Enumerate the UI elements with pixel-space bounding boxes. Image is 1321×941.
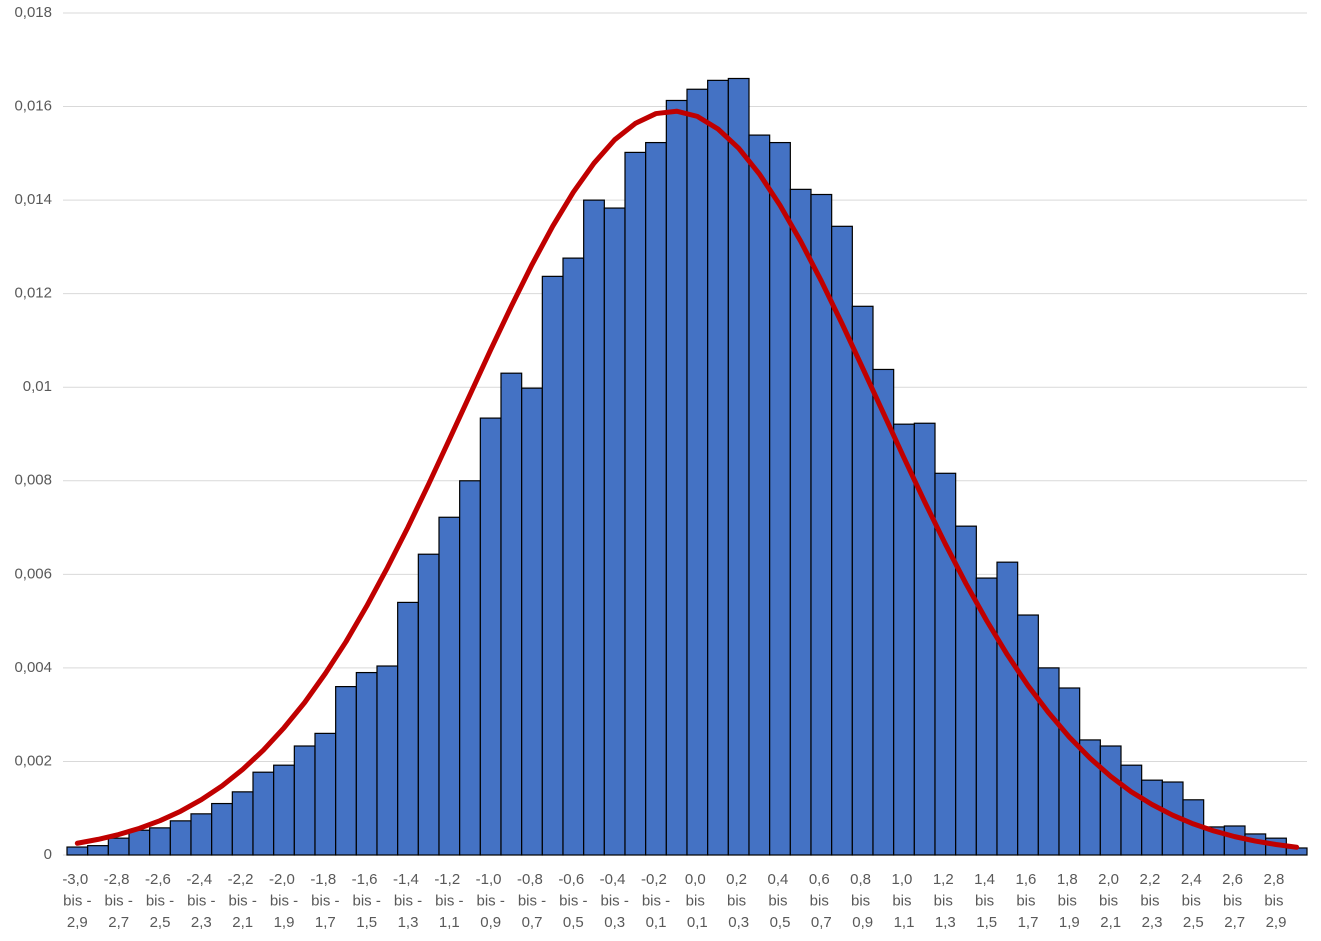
bar <box>541 275 564 856</box>
y-tick-label: 0 <box>44 846 52 863</box>
x-tick-label: -2,0 bis -1,9 <box>269 871 299 931</box>
x-tick-label: 0,2 bis 0,3 <box>726 871 751 931</box>
fit-curve <box>74 108 1300 850</box>
x-tick-label: -1,0 bis -0,9 <box>476 871 506 931</box>
bar <box>955 525 977 856</box>
x-tick-label: 1,8 bis 1,9 <box>1057 871 1082 931</box>
x-tick-label: 2,0 bis 2,1 <box>1098 871 1123 931</box>
bar <box>335 685 357 856</box>
x-tick-label: 2,4 bis 2,5 <box>1181 871 1206 931</box>
bar <box>748 134 771 856</box>
x-tick-label: 0,8 bis 0,9 <box>850 871 875 931</box>
y-tick-label: 0,012 <box>14 285 52 302</box>
x-tick-label: 1,6 bis 1,7 <box>1015 871 1040 931</box>
y-tick-label: 0,006 <box>14 565 52 582</box>
bar <box>603 207 626 856</box>
bar <box>1099 745 1122 856</box>
x-tick-label: -1,8 bis -1,7 <box>310 871 340 931</box>
x-tick-label: -2,4 bis -2,3 <box>186 871 216 931</box>
x-tick-label: -1,6 bis -1,5 <box>352 871 382 931</box>
y-tick-label: 0,018 <box>14 4 52 21</box>
bar <box>1037 667 1060 856</box>
y-tick-label: 0,014 <box>14 191 52 208</box>
x-tick-label: -1,4 bis -1,3 <box>393 871 423 931</box>
bar <box>355 671 378 856</box>
bar <box>107 837 130 856</box>
bar <box>645 141 667 856</box>
bar <box>1058 687 1081 856</box>
x-tick-label: 2,8 bis 2,9 <box>1263 871 1288 931</box>
bar <box>1017 614 1039 856</box>
bar <box>996 561 1019 856</box>
y-tick-label: 0,008 <box>14 472 52 489</box>
bar <box>149 827 171 856</box>
x-tick-label: 2,6 bis 2,7 <box>1222 871 1247 931</box>
bar <box>273 764 295 856</box>
x-tick-label: -0,8 bis -0,7 <box>517 871 547 931</box>
x-tick-label: 1,2 bis 1,3 <box>933 871 958 931</box>
bar <box>397 601 419 856</box>
bar <box>665 99 688 856</box>
x-tick-label: 1,4 bis 1,5 <box>974 871 999 931</box>
x-tick-label: -2,2 bis -2,1 <box>228 871 258 931</box>
x-tick-label: -2,8 bis -2,7 <box>104 871 134 931</box>
bar <box>252 771 275 856</box>
bar <box>686 88 709 856</box>
bar <box>128 829 151 856</box>
bar <box>169 820 192 856</box>
bar <box>727 77 750 856</box>
bar <box>1120 764 1143 856</box>
bar <box>87 845 109 856</box>
y-tick-label: 0,002 <box>14 752 52 769</box>
x-tick-label: -2,6 bis -2,5 <box>145 871 175 931</box>
bar <box>293 745 316 856</box>
y-tick-label: 0,01 <box>23 378 52 395</box>
bar <box>231 791 254 856</box>
x-tick-label: -0,2 bis -0,1 <box>641 871 671 931</box>
x-tick-label: -3,0 bis -2,9 <box>62 871 92 931</box>
bar <box>1141 779 1163 856</box>
x-tick-label: -0,4 bis -0,3 <box>600 871 630 931</box>
bar <box>789 188 812 856</box>
y-tick-label: 0,016 <box>14 98 52 115</box>
bar <box>376 665 399 856</box>
x-tick-label: 2,2 bis 2,3 <box>1139 871 1164 931</box>
bar <box>479 417 502 856</box>
y-tick-label: 0,004 <box>14 659 52 676</box>
bar <box>521 387 543 856</box>
x-tick-label: 0,4 bis 0,5 <box>767 871 792 931</box>
x-tick-label: -1,2 bis -1,1 <box>434 871 464 931</box>
bar <box>190 813 213 856</box>
bar <box>769 141 791 856</box>
bar <box>417 553 440 856</box>
bar <box>211 802 233 856</box>
bar <box>66 846 89 856</box>
x-tick-label: 1,0 bis 1,1 <box>891 871 916 931</box>
bar <box>893 423 915 856</box>
bar <box>438 516 461 856</box>
bar <box>459 480 481 856</box>
bar <box>583 199 605 856</box>
x-tick-label: -0,6 bis -0,5 <box>558 871 588 931</box>
bar <box>562 257 585 856</box>
x-tick-label: 0,6 bis 0,7 <box>809 871 834 931</box>
bar <box>624 151 647 856</box>
x-tick-label: 0,0 bis 0,1 <box>685 871 710 931</box>
bar <box>872 368 895 856</box>
bar <box>500 372 523 856</box>
bar <box>707 79 729 856</box>
bar <box>314 732 337 856</box>
